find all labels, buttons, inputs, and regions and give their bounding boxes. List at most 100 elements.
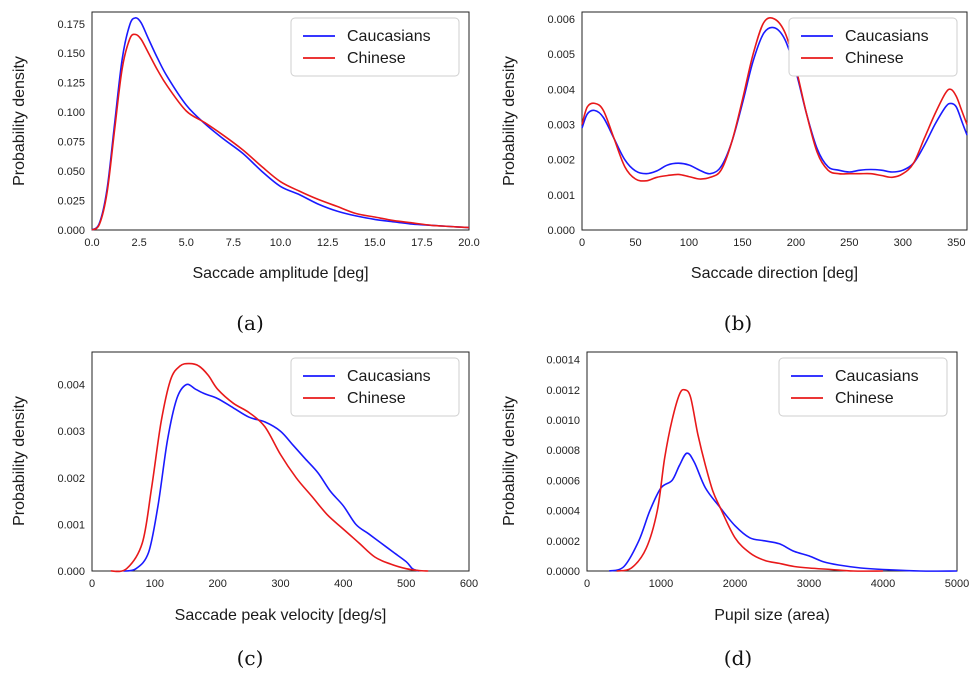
x-tick-label: 2000 <box>723 578 747 590</box>
plot-frame <box>91 351 470 572</box>
y-tick-label: 0.0000 <box>546 566 580 578</box>
panel-caption: (c) <box>237 646 264 670</box>
x-tick-label: 15.0 <box>364 237 385 249</box>
plot-frame <box>581 11 968 231</box>
legend-label: Caucasians <box>347 368 431 385</box>
x-tick-label: 50 <box>629 237 641 249</box>
legend: Caucasians Chinese <box>788 17 958 77</box>
x-tick-label: 200 <box>208 578 226 590</box>
x-tick-label: 300 <box>894 237 912 249</box>
plot-frame <box>91 11 470 231</box>
y-tick-label: 0.0014 <box>546 355 580 367</box>
y-tick-label: 0.004 <box>547 84 575 96</box>
y-axis-label: Probability density <box>11 56 28 186</box>
y-tick-label: 0.0002 <box>546 536 580 548</box>
x-tick-label: 0.0 <box>84 237 99 249</box>
x-tick-label: 150 <box>733 237 751 249</box>
chart-panel-1: 0 50 100 150 200 250 300 350 0.000 0.001 0.002 0.00… <box>501 11 968 335</box>
y-tick-label: 0.004 <box>57 380 85 392</box>
y-tick-label: 0.002 <box>57 473 85 485</box>
legend-label: Chinese <box>347 50 406 67</box>
y-tick-label: 0.005 <box>547 49 575 61</box>
y-tick-label: 0.150 <box>57 48 85 60</box>
x-tick-label: 1000 <box>649 578 673 590</box>
x-tick-label: 200 <box>787 237 805 249</box>
x-tick-label: 10.0 <box>270 237 291 249</box>
chart-panel-2: 0 100 200 300 400 500 600 0.000 0.001 0.002 0.003 0… <box>11 351 478 670</box>
legend-box <box>290 17 460 77</box>
x-tick-label: 20.0 <box>458 237 479 249</box>
series-line-caucasians <box>123 383 419 572</box>
legend-label: Caucasians <box>835 368 919 385</box>
y-tick-label: 0.002 <box>547 155 575 167</box>
x-axis-label: Saccade amplitude [deg] <box>192 265 368 282</box>
y-tick-label: 0.0010 <box>546 415 580 427</box>
y-tick-label: 0.0008 <box>546 445 580 457</box>
x-tick-label: 0 <box>89 578 95 590</box>
x-tick-label: 7.5 <box>226 237 241 249</box>
y-tick-label: 0.100 <box>57 107 85 119</box>
series-line-chinese <box>616 388 884 572</box>
x-tick-label: 600 <box>460 578 478 590</box>
x-tick-label: 100 <box>680 237 698 249</box>
x-tick-label: 300 <box>271 578 289 590</box>
x-tick-label: 250 <box>840 237 858 249</box>
y-tick-label: 0.003 <box>547 120 575 132</box>
y-axis-label: Probability density <box>501 396 518 526</box>
y-axis-label: Probability density <box>501 56 518 186</box>
x-tick-label: 2.5 <box>131 237 146 249</box>
y-tick-label: 0.125 <box>57 78 85 90</box>
y-tick-label: 0.000 <box>547 225 575 237</box>
y-tick-label: 0.0004 <box>546 506 580 518</box>
x-tick-label: 350 <box>947 237 965 249</box>
y-tick-label: 0.001 <box>57 519 85 531</box>
legend: Caucasians Chinese <box>290 357 460 417</box>
y-tick-label: 0.075 <box>57 137 85 149</box>
legend-box <box>788 17 958 77</box>
y-tick-label: 0.000 <box>57 566 85 578</box>
y-axis-label: Probability density <box>11 396 28 526</box>
series-line-chinese <box>91 33 470 231</box>
y-tick-label: 0.050 <box>57 166 85 178</box>
x-tick-label: 12.5 <box>317 237 338 249</box>
x-tick-label: 0 <box>584 578 590 590</box>
series-line-caucasians <box>91 17 470 231</box>
panel-caption: (b) <box>724 311 752 335</box>
x-tick-label: 0 <box>579 237 585 249</box>
x-axis-label: Saccade peak velocity [deg/s] <box>175 607 387 624</box>
panel-caption: (a) <box>236 311 264 335</box>
x-tick-label: 5.0 <box>179 237 194 249</box>
x-tick-label: 17.5 <box>411 237 432 249</box>
series-line-chinese <box>581 17 968 182</box>
y-tick-label: 0.001 <box>547 190 575 202</box>
series-line-chinese <box>110 362 429 573</box>
chart-panel-0: 0.0 2.5 5.0 7.5 10.0 12.5 15.0 17.5 20.0 0.000 0.0… <box>11 11 480 335</box>
y-tick-label: 0.0006 <box>546 475 580 487</box>
legend-label: Chinese <box>845 50 904 67</box>
x-tick-label: 100 <box>146 578 164 590</box>
x-tick-label: 5000 <box>945 578 969 590</box>
y-tick-label: 0.0012 <box>546 385 580 397</box>
legend-label: Caucasians <box>347 28 431 45</box>
chart-panel-3: 0 1000 2000 3000 4000 5000 0.0000 0.0002 0.0004 0… <box>501 351 969 670</box>
y-tick-label: 0.175 <box>57 19 85 31</box>
y-tick-label: 0.000 <box>57 225 85 237</box>
x-tick-label: 4000 <box>871 578 895 590</box>
x-axis-label: Pupil size (area) <box>714 607 830 624</box>
legend-label: Caucasians <box>845 28 929 45</box>
x-axis-label: Saccade direction [deg] <box>691 265 858 282</box>
series-line-caucasians <box>581 26 968 175</box>
y-tick-label: 0.025 <box>57 196 85 208</box>
legend-box <box>778 357 948 417</box>
y-tick-label: 0.003 <box>57 426 85 438</box>
x-tick-label: 3000 <box>797 578 821 590</box>
panel-caption: (d) <box>724 646 752 670</box>
legend: Caucasians Chinese <box>290 17 460 77</box>
legend: Caucasians Chinese <box>778 357 948 417</box>
y-tick-label: 0.006 <box>547 14 575 26</box>
legend-label: Chinese <box>835 390 894 407</box>
x-tick-label: 400 <box>334 578 352 590</box>
legend-box <box>290 357 460 417</box>
plot-frame <box>586 351 958 572</box>
